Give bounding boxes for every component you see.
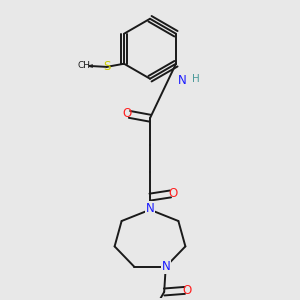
Text: O: O — [183, 284, 192, 297]
Text: N: N — [178, 74, 187, 87]
Text: N: N — [146, 202, 154, 214]
Text: O: O — [122, 107, 132, 120]
Text: S: S — [103, 60, 110, 74]
Text: N: N — [161, 260, 170, 273]
Text: CH₃: CH₃ — [78, 61, 94, 70]
Text: O: O — [168, 187, 178, 200]
Text: H: H — [192, 74, 200, 84]
